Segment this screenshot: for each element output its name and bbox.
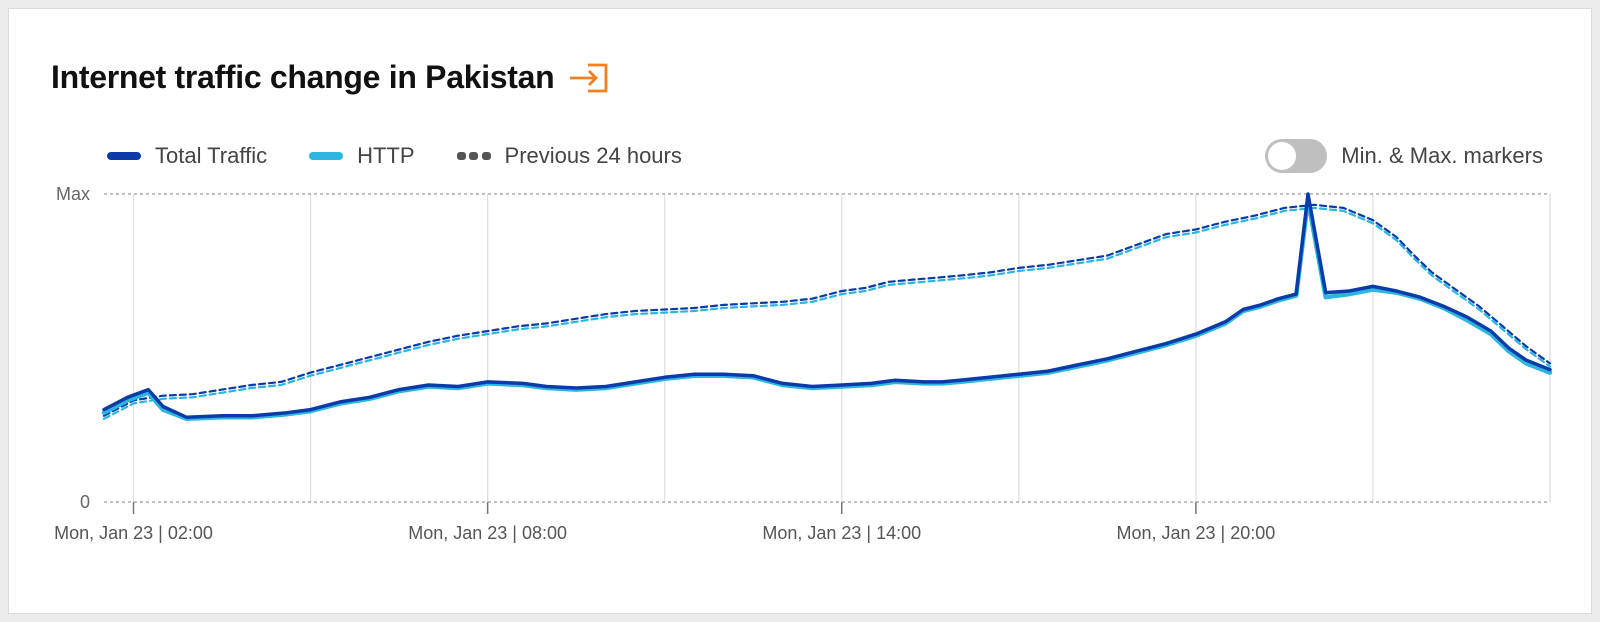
legend-item-http[interactable]: HTTP <box>309 143 415 169</box>
min-max-toggle[interactable] <box>1265 139 1328 173</box>
series-line-previous-24-hours-http- <box>102 206 1552 420</box>
legend-item-total-traffic[interactable]: Total Traffic <box>107 143 267 169</box>
legend-item-previous-24h[interactable]: Previous 24 hours <box>456 143 682 169</box>
toggle-label: Min. & Max. markers <box>1341 143 1543 168</box>
x-tick-label: Mon, Jan 23 | 20:00 <box>1116 523 1275 543</box>
series-line-previous-24-hours-total-traffic- <box>102 203 1552 417</box>
legend-swatch-previous <box>456 152 491 160</box>
legend-swatch-total <box>107 152 141 160</box>
x-tick-label: Mon, Jan 23 | 14:00 <box>762 523 921 543</box>
chart-title: Internet traffic change in Pakistan <box>51 59 555 95</box>
legend-label-total: Total Traffic <box>155 143 268 168</box>
toggle-knob <box>1268 142 1297 170</box>
export-icon[interactable] <box>568 62 610 94</box>
title-row: Internet traffic change in Pakistan <box>51 59 610 96</box>
min-max-markers-control: Min. & Max. markers <box>1265 139 1543 173</box>
y-tick-label: Max <box>56 184 90 204</box>
legend-label-http: HTTP <box>357 143 415 168</box>
legend-swatch-http <box>309 152 344 160</box>
x-axis-labels: Mon, Jan 23 | 02:00 Mon, Jan 23 | 08:00 Mo… <box>54 502 1275 543</box>
chart-legend: Total Traffic HTTP Previous 24 hours <box>107 143 724 169</box>
series-line-total-traffic <box>102 192 1552 420</box>
legend-label-previous: Previous 24 hours <box>504 143 682 168</box>
x-tick-label: Mon, Jan 23 | 08:00 <box>408 523 567 543</box>
x-tick-label: Mon, Jan 23 | 02:00 <box>54 523 213 543</box>
y-tick-label: 0 <box>80 492 90 512</box>
traffic-card: Internet traffic change in Pakistan Tota… <box>8 8 1592 614</box>
